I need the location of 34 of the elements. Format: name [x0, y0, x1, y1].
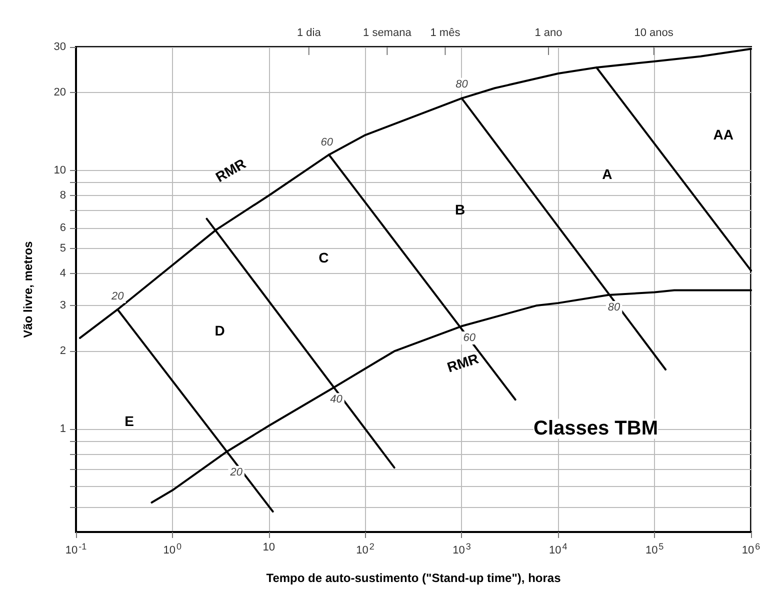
annotation: 20 — [229, 466, 244, 478]
y-tick-label: 6 — [60, 222, 66, 234]
y-tick-label: 2 — [60, 345, 66, 358]
annotation: AA — [713, 126, 734, 142]
y-tick-label: 4 — [60, 267, 66, 280]
text: 1 dia — [296, 27, 322, 39]
annotation: C — [318, 249, 329, 266]
annotation: RMR — [445, 350, 480, 376]
y-tick-label: 30 — [54, 41, 66, 53]
y-tick-label: 10 — [54, 164, 66, 176]
annotation: RMR — [212, 155, 248, 186]
y-axis-title: Vão livre, metros — [21, 240, 35, 338]
y-tick-label: 8 — [60, 189, 66, 202]
annotation: E — [124, 412, 134, 429]
y-tick-label: 20 — [54, 86, 66, 99]
annotation: 80 — [608, 302, 622, 314]
y-tick-label: 5 — [60, 242, 66, 254]
x-axis-title: Tempo de auto-sustimento ("Stand-up time"), horas — [266, 571, 562, 585]
y-tick-label: 1 — [60, 423, 66, 436]
annotation: Classes TBM — [534, 418, 658, 440]
y-tick-label: 3 — [60, 300, 66, 312]
annotation: 60 — [320, 136, 334, 149]
x-tick-label: 10 — [262, 542, 275, 554]
annotation: D — [214, 322, 225, 339]
annotation: 60 — [463, 332, 476, 344]
text: 1 mês — [430, 27, 461, 39]
annotation: 20 — [110, 290, 125, 303]
annotation: 40 — [330, 394, 344, 406]
text: 1 semana — [363, 27, 412, 39]
text: 1 ano — [534, 27, 562, 39]
annotation: 80 — [456, 78, 469, 90]
annotation: A — [602, 166, 612, 182]
text: 10 anos — [634, 27, 674, 39]
annotation: B — [455, 201, 466, 218]
